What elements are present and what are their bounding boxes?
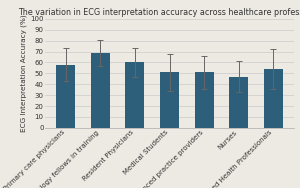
Y-axis label: ECG Interpretation Accuracy (%): ECG Interpretation Accuracy (%) (21, 14, 27, 132)
Bar (91, 53, 110, 128)
Title: The variation in ECG interpretation accuracy across healthcare professions: The variation in ECG interpretation accu… (19, 8, 300, 17)
Bar (56, 65, 75, 128)
Bar (160, 72, 179, 128)
Bar (229, 77, 248, 128)
Bar (264, 69, 283, 128)
Bar (195, 72, 214, 128)
Bar (125, 62, 144, 128)
